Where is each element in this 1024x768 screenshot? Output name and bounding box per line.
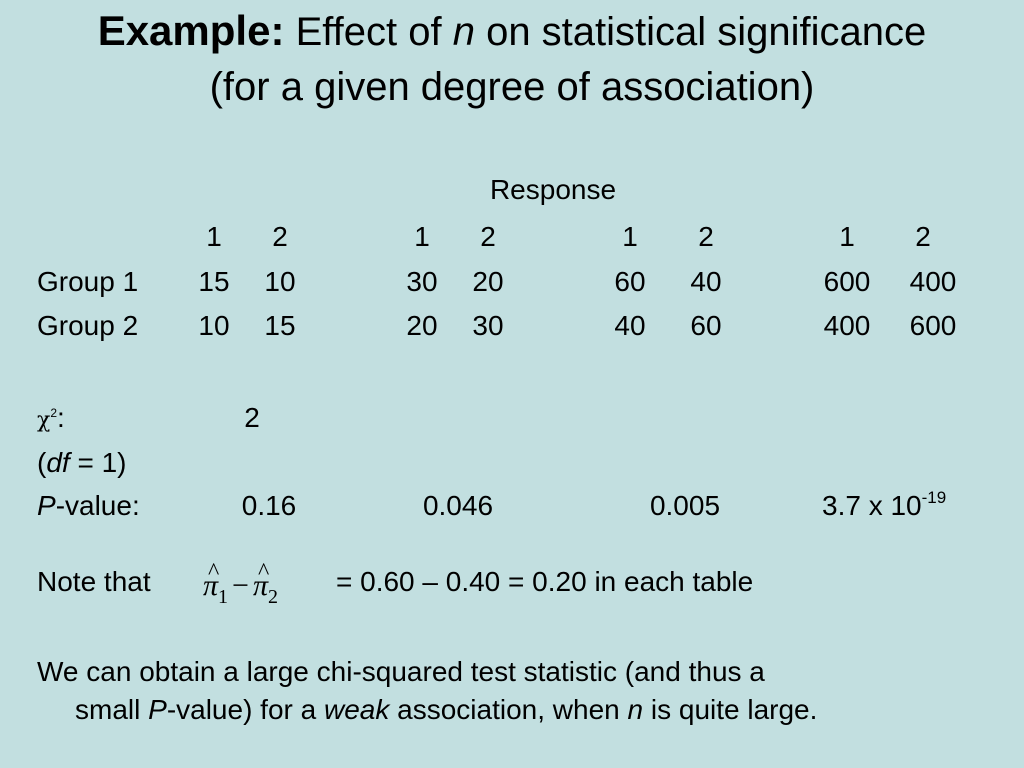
pvalue-cell: 0.005 [625, 490, 745, 522]
conclusion-pvalue: -value) for a [167, 694, 316, 725]
col-header: 2 [260, 221, 300, 253]
title-bold: Example: [98, 7, 285, 54]
pvalue-p: P [37, 490, 56, 521]
note-suffix: = 0.60 – 0.40 = 0.20 in each table [336, 566, 753, 598]
pi-hat-2: ^ π [253, 566, 268, 606]
title-post-n: on statistical significance [486, 10, 926, 54]
slide-subtitle: (for a given degree of association) [0, 64, 1024, 110]
hat-accent: ^ [258, 552, 269, 592]
table-cell: 30 [397, 266, 447, 298]
minus-sign: − [228, 569, 253, 602]
note-prefix: Note that [37, 566, 151, 598]
chi-squared-label: χ2: [37, 402, 65, 437]
chi-symbol: χ [37, 408, 50, 433]
conclusion-end: is quite large. [651, 694, 818, 725]
table-cell: 600 [898, 310, 968, 342]
table-cell: 600 [812, 266, 882, 298]
pi-difference-formula: ^ π1− ^ π2 [203, 566, 278, 617]
df-rest: = 1) [77, 447, 126, 478]
df-label: (df = 1) [37, 447, 127, 479]
col-header: 1 [827, 221, 867, 253]
pvalue-cell: 0.046 [398, 490, 518, 522]
col-header: 2 [468, 221, 508, 253]
chi-squared-value: 2 [232, 402, 272, 434]
row-label: Group 1 [37, 266, 138, 298]
title-n: n [453, 10, 475, 54]
table-cell: 30 [463, 310, 513, 342]
col-header: 1 [402, 221, 442, 253]
conclusion-line-2: small P-value) for a weak association, w… [75, 694, 817, 726]
table-cell: 20 [397, 310, 447, 342]
df-open: ( [37, 447, 46, 478]
conclusion-line-1: We can obtain a large chi-squared test s… [37, 656, 765, 688]
df-italic: df [46, 447, 69, 478]
col-header: 2 [686, 221, 726, 253]
title-pre-n: Effect of [296, 10, 442, 54]
response-label: Response [453, 174, 653, 206]
col-header: 1 [610, 221, 650, 253]
conclusion-weak: weak [324, 694, 389, 725]
table-cell: 15 [189, 266, 239, 298]
table-cell: 10 [255, 266, 305, 298]
slide-title: Example: Effect of n on statistical sign… [0, 8, 1024, 55]
pvalue-rest: -value: [56, 490, 140, 521]
table-cell: 20 [463, 266, 513, 298]
table-cell: 400 [812, 310, 882, 342]
pvalue-cell: 0.16 [219, 490, 319, 522]
pi-subscript-1: 1 [218, 586, 228, 608]
row-label: Group 2 [37, 310, 138, 342]
conclusion-p: P [148, 694, 167, 725]
pi-hat-1: ^ π [203, 566, 218, 606]
conclusion-n: n [628, 694, 644, 725]
table-cell: 60 [681, 310, 731, 342]
conclusion-small: small [75, 694, 140, 725]
col-header: 1 [194, 221, 234, 253]
col-header: 2 [903, 221, 943, 253]
table-cell: 10 [189, 310, 239, 342]
hat-accent: ^ [208, 552, 219, 592]
pi-subscript-2: 2 [268, 586, 278, 608]
pvalue-last-base: 3.7 x 10 [822, 490, 922, 521]
pvalue-label: P-value: [37, 490, 140, 522]
table-cell: 40 [605, 310, 655, 342]
chi-colon: : [57, 402, 65, 433]
pvalue-cell-last: 3.7 x 10-19 [822, 490, 946, 522]
pvalue-last-exp: -19 [922, 488, 947, 507]
table-cell: 60 [605, 266, 655, 298]
table-cell: 40 [681, 266, 731, 298]
conclusion-association: association, when [397, 694, 620, 725]
table-cell: 15 [255, 310, 305, 342]
table-cell: 400 [898, 266, 968, 298]
